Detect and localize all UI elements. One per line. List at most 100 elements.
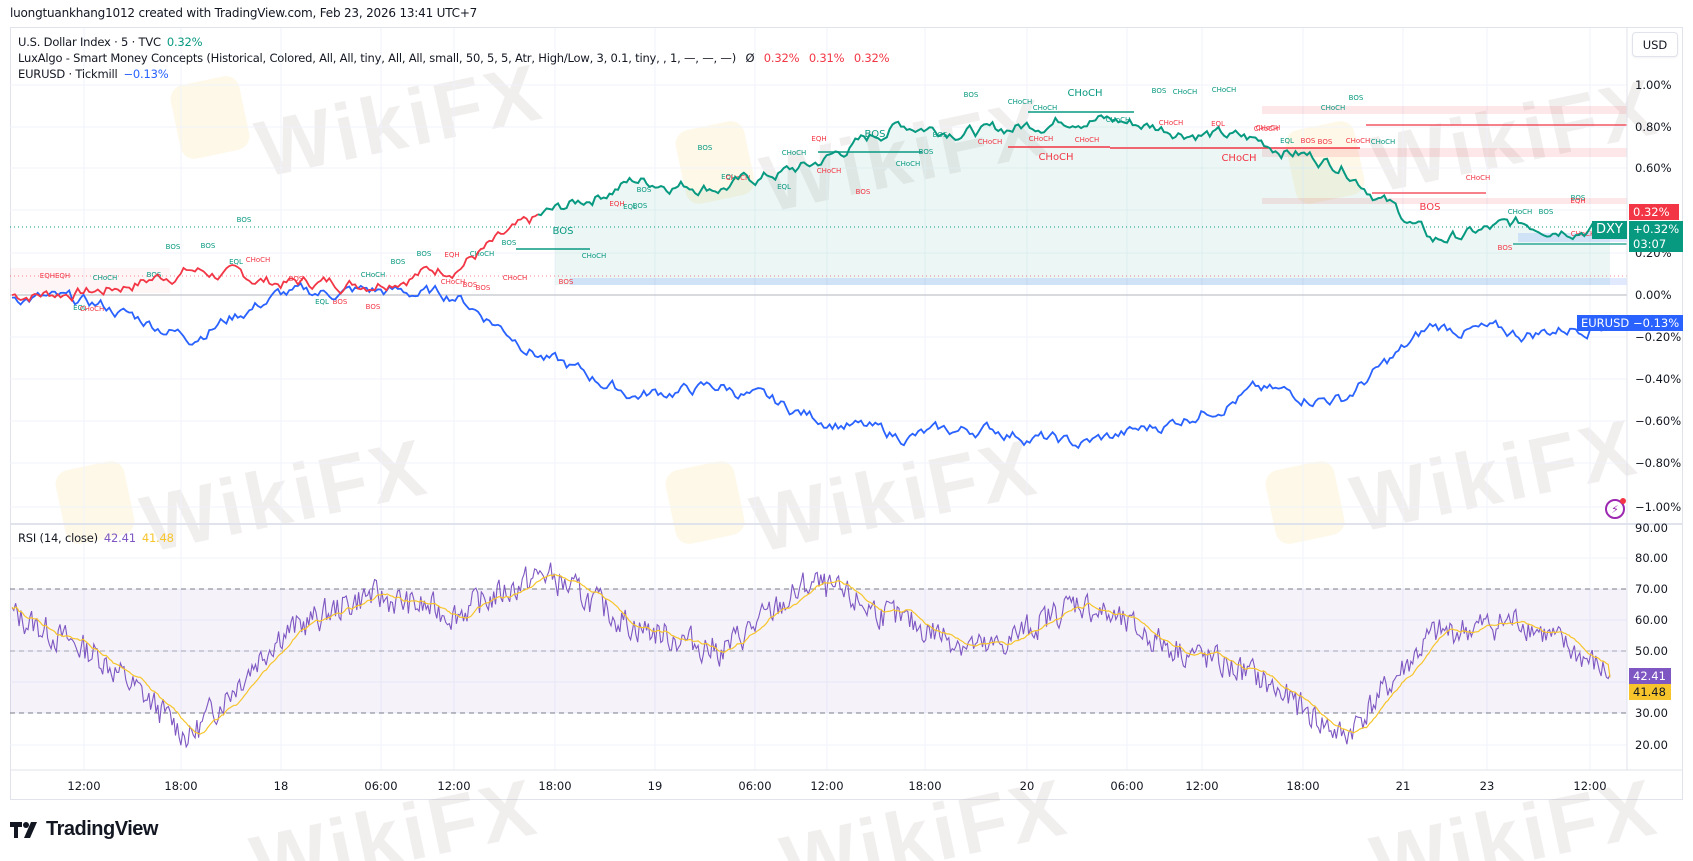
smc-label: CHoCH bbox=[80, 305, 105, 313]
tradingview-logo-icon bbox=[10, 821, 37, 838]
dxy-line-value-badge: 0.32% bbox=[1629, 204, 1679, 220]
smc-label: BOS bbox=[166, 243, 181, 251]
eurusd-symbol-badge: EURUSD bbox=[1577, 315, 1634, 331]
indicator-value-1: 0.32% bbox=[763, 51, 800, 65]
rsi-axis-label: 70.00 bbox=[1635, 582, 1668, 596]
smc-label: CHoCH bbox=[978, 138, 1003, 146]
dxy-change-badge: +0.32% 03:07 bbox=[1629, 221, 1683, 252]
rsi-ma-value-badge: 41.48 bbox=[1629, 684, 1671, 700]
rsi-title: RSI (14, close) bbox=[18, 531, 98, 545]
smc-label: BOS bbox=[919, 148, 934, 156]
smc-label: EQH bbox=[444, 251, 459, 259]
indicator-value-2: 0.31% bbox=[808, 51, 845, 65]
smc-label: CHoCH bbox=[1466, 174, 1491, 182]
time-axis-label: 18:00 bbox=[908, 779, 942, 793]
smc-label: EQL bbox=[229, 258, 243, 266]
smc-label: EQL bbox=[315, 298, 329, 306]
rsi-axis-label: 60.00 bbox=[1635, 613, 1668, 627]
smc-label: CHoCH bbox=[1033, 104, 1058, 112]
legend-main-series[interactable]: U.S. Dollar Index · 5 · TVC 0.32% bbox=[18, 35, 203, 49]
smc-label: CHoCH bbox=[1029, 135, 1054, 143]
time-axis-label: 18:00 bbox=[1286, 779, 1320, 793]
smc-label: CHoCH bbox=[582, 252, 607, 260]
dxy-countdown: 03:07 bbox=[1633, 237, 1667, 251]
smc-label: BOS bbox=[1571, 194, 1586, 202]
smc-label: CHoCH bbox=[503, 274, 528, 282]
smc-label: BOS bbox=[237, 216, 252, 224]
main-series-change: 0.32% bbox=[166, 35, 203, 49]
time-axis-label: 23 bbox=[1479, 779, 1495, 793]
time-axis-label: 06:00 bbox=[364, 779, 398, 793]
smc-label: BOS bbox=[201, 242, 216, 250]
smc-label: CHoCH bbox=[896, 160, 921, 168]
smc-label: BOS bbox=[1318, 138, 1333, 146]
smc-label: CHoCH bbox=[361, 271, 386, 279]
smc-label: CHoCH bbox=[1173, 88, 1198, 96]
time-axis-label: 19 bbox=[647, 779, 663, 793]
smc-label: EQL bbox=[777, 183, 791, 191]
time-axis-label: 18:00 bbox=[538, 779, 572, 793]
smc-label: BOS bbox=[637, 186, 652, 194]
eurusd-series-line bbox=[11, 281, 1611, 450]
smc-label: EQL bbox=[1280, 137, 1294, 145]
smc-label: EQL bbox=[1211, 120, 1225, 128]
rsi-ma-value: 41.48 bbox=[141, 531, 174, 545]
smc-label: BOS bbox=[856, 188, 871, 196]
tradingview-logo[interactable]: TradingView bbox=[10, 818, 158, 841]
smc-label: CHoCH bbox=[1256, 124, 1281, 132]
smc-label: BOS bbox=[1539, 208, 1554, 216]
smc-label: BOS bbox=[417, 250, 432, 258]
rsi-value-badge: 42.41 bbox=[1629, 668, 1671, 684]
smc-label: CHoCH bbox=[1371, 138, 1396, 146]
smc-label: BOS bbox=[964, 91, 979, 99]
dxy-series-line bbox=[537, 114, 1611, 244]
dxy-symbol-badge: DXY bbox=[1592, 221, 1627, 239]
smc-label: BOS bbox=[1349, 94, 1364, 102]
dxy-change: +0.32% bbox=[1633, 222, 1680, 236]
smc-label: CHoCH bbox=[470, 250, 495, 258]
smc-label: BOS bbox=[698, 144, 713, 152]
smc-label: EQH bbox=[609, 200, 624, 208]
smc-label: CHoCH bbox=[1508, 208, 1533, 216]
price-axis-label: −0.60% bbox=[1635, 414, 1682, 428]
smc-label: BOS bbox=[476, 284, 491, 292]
smc-label: EQL bbox=[721, 173, 735, 181]
currency-button[interactable]: USD bbox=[1632, 32, 1678, 57]
time-axis-label: 06:00 bbox=[738, 779, 772, 793]
compare-series-change: −0.13% bbox=[123, 67, 169, 81]
smc-label: EQL bbox=[623, 203, 637, 211]
legend-rsi[interactable]: RSI (14, close) 42.41 41.48 bbox=[18, 531, 174, 545]
smc-label: CHoCH bbox=[1254, 125, 1279, 133]
legend-compare-series[interactable]: EURUSD · Tickmill −0.13% bbox=[18, 67, 169, 81]
price-axis-label: −0.20% bbox=[1635, 330, 1682, 344]
price-axis-label: −0.80% bbox=[1635, 456, 1682, 470]
time-axis-label: 12:00 bbox=[1185, 779, 1219, 793]
price-axis-label: 0.00% bbox=[1635, 288, 1672, 302]
price-axis-label: −0.40% bbox=[1635, 372, 1682, 386]
smc-label: CHoCH bbox=[1321, 104, 1346, 112]
smc-label: BOS bbox=[366, 303, 381, 311]
time-axis-label: 12:00 bbox=[67, 779, 101, 793]
smc-label: BOS bbox=[147, 271, 162, 279]
smc-label: BOS bbox=[391, 258, 406, 266]
smc-label: EQH bbox=[1570, 197, 1585, 205]
smc-label: CHoCH bbox=[1038, 152, 1073, 163]
smc-label: CHoCH bbox=[441, 278, 466, 286]
chart-frame bbox=[10, 27, 1683, 800]
smc-label: CHoCH bbox=[246, 256, 271, 264]
lightning-alert-icon[interactable]: ⚡ bbox=[1605, 498, 1626, 519]
smc-label: EQHEQH bbox=[40, 272, 70, 280]
legend-indicator-smc[interactable]: LuxAlgo - Smart Money Concepts (Historic… bbox=[18, 51, 890, 65]
rsi-axis-label: 80.00 bbox=[1635, 551, 1668, 565]
rsi-axis-label: 30.00 bbox=[1635, 706, 1668, 720]
eurusd-change-badge: −0.13% bbox=[1629, 315, 1683, 331]
smc-label: CHoCH bbox=[1106, 116, 1131, 124]
smc-label: BOS bbox=[1420, 202, 1441, 213]
rsi-axis-label: 50.00 bbox=[1635, 644, 1668, 658]
smc-label: CHoCH bbox=[1067, 88, 1102, 99]
main-series-title: U.S. Dollar Index · 5 · TVC bbox=[18, 35, 161, 49]
smc-label: EQH bbox=[811, 135, 826, 143]
price-axis-label: 1.00% bbox=[1635, 78, 1672, 92]
smc-label: BOS bbox=[333, 298, 348, 306]
